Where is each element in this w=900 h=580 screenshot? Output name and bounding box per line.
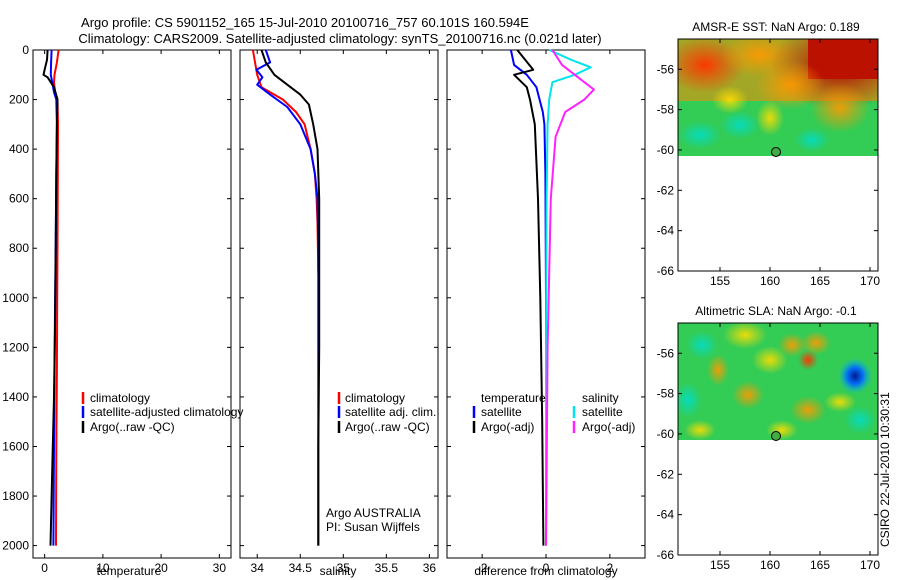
x-tick-label: 160	[760, 558, 780, 572]
argo-position-marker	[771, 146, 781, 157]
y-tick-label: -56	[657, 346, 675, 360]
legend-label-satellite-adjusted: satellite-adjusted climatology	[90, 405, 243, 419]
salinity-legend: climatology satellite adj. clim. Argo(..…	[337, 391, 436, 434]
figure-title-line2: Climatology: CARS2009. Satellite-adjuste…	[78, 31, 601, 46]
salinity-series	[251, 49, 321, 546]
legend-label-satellite-adj: satellite adj. clim.	[345, 405, 436, 419]
x-tick-label: 170	[860, 558, 880, 572]
x-tick-label: 10	[96, 561, 110, 575]
x-tick-label: 0	[543, 561, 550, 575]
sla-map-title: Altimetric SLA: NaN Argo: -0.1	[695, 304, 857, 318]
timestamp-stamp: CSIRO 22-Jul-2010 10:30:31	[878, 392, 892, 547]
x-tick-label: 165	[810, 558, 830, 572]
y-tick-label: 1000	[2, 291, 29, 305]
legend-label-climatology: climatology	[345, 391, 405, 405]
y-tick-label: 1200	[2, 340, 29, 354]
legend-label-argo: Argo(..raw -QC)	[345, 420, 430, 434]
x-tick-label: 155	[710, 274, 730, 288]
x-tick-label: 165	[810, 274, 830, 288]
y-tick-label: -64	[657, 224, 675, 238]
series-line-temperature-argo-adj-	[513, 49, 545, 546]
sla-heatmap	[678, 323, 878, 440]
y-tick-label: 1600	[2, 439, 29, 453]
legend-title-temperature: temperature	[481, 391, 546, 405]
y-tick-label: -60	[657, 143, 675, 157]
x-tick-label: 160	[760, 274, 780, 288]
difference-ticks: -2 0 2	[447, 49, 645, 575]
legend-label-argo: Argo(..raw -QC)	[90, 420, 175, 434]
sst-map-axes	[677, 38, 879, 272]
salinity-annotation-line1: Argo AUSTRALIA	[326, 506, 421, 520]
x-tick-label: 170	[860, 274, 880, 288]
x-tick-label: 34.5	[289, 561, 313, 575]
y-tick-label: 200	[9, 93, 29, 107]
legend-label-sal-satellite: satellite	[582, 405, 623, 419]
salinity-xlabel: salinity	[320, 564, 357, 578]
legend-label-temp-argo: Argo(-adj)	[481, 420, 534, 434]
y-tick-label: 2000	[2, 539, 29, 553]
temperature-series	[42, 49, 60, 546]
y-tick-label: -64	[657, 508, 675, 522]
y-tick-label: 1800	[2, 489, 29, 503]
y-tick-label: -66	[657, 264, 675, 278]
x-tick-label: 155	[710, 558, 730, 572]
argo-position-marker	[771, 430, 781, 441]
sst-map-ticks: 155 160 165 170 -56 -58 -60 -62 -64 -66	[657, 39, 880, 288]
sst-heatmap	[678, 39, 878, 156]
series-line-climatology	[53, 49, 60, 546]
figure-title-line1: Argo profile: CS 5901152_165 15-Jul-2010…	[81, 15, 529, 30]
temperature-legend: climatology satellite-adjusted climatolo…	[81, 391, 243, 434]
series-line-salinity-satellite	[545, 49, 592, 546]
temperature-xlabel: temperature	[97, 564, 162, 578]
x-tick-label: 35.5	[375, 561, 399, 575]
difference-xlabel: difference from climatology	[474, 564, 617, 578]
salinity-annotation-line2: PI: Susan Wijffels	[326, 520, 420, 534]
x-tick-label: 20	[154, 561, 168, 575]
legend-title-salinity: salinity	[582, 391, 619, 405]
y-tick-label: 400	[9, 142, 29, 156]
legend-label-temp-satellite: satellite	[481, 405, 522, 419]
series-line-argo-raw-qc-	[260, 49, 321, 546]
x-tick-label: 34	[251, 561, 265, 575]
y-tick-label: -62	[657, 183, 675, 197]
difference-series	[509, 49, 595, 546]
y-tick-label: -62	[657, 467, 675, 481]
y-tick-label: 0	[22, 43, 29, 57]
y-tick-label: -58	[657, 387, 675, 401]
y-tick-label: -66	[657, 548, 675, 562]
sst-map-title: AMSR-E SST: NaN Argo: 0.189	[692, 20, 860, 34]
salinity-axes	[239, 49, 439, 559]
y-tick-label: -58	[657, 103, 675, 117]
y-tick-label: 800	[9, 241, 29, 255]
salinity-ticks: 34 34.5 35 35.5 36	[240, 49, 438, 575]
y-tick-label: 600	[9, 192, 29, 206]
x-tick-label: 35	[337, 561, 351, 575]
sla-map-axes	[677, 322, 879, 556]
series-line-argo-raw-qc-	[42, 49, 59, 546]
y-tick-label: -56	[657, 62, 675, 76]
y-tick-label: -60	[657, 427, 675, 441]
difference-legend: temperature satellite Argo(-adj) salinit…	[472, 391, 635, 434]
sla-map-ticks: 155 160 165 170 -56 -58 -60 -62 -64 -66	[657, 323, 880, 572]
x-tick-label: 0	[41, 561, 48, 575]
y-tick-label: 1400	[2, 390, 29, 404]
series-line-salinity-argo-adj-	[545, 49, 595, 546]
x-tick-label: -2	[477, 561, 488, 575]
x-tick-label: 2	[607, 561, 614, 575]
series-line-satellite-adj-clim-	[255, 49, 320, 546]
x-tick-label: 36	[423, 561, 437, 575]
legend-label-sal-argo: Argo(-adj)	[582, 420, 635, 434]
x-tick-label: 30	[213, 561, 227, 575]
legend-label-climatology: climatology	[90, 391, 150, 405]
temperature-ticks: 0 10 20 30 0 200 400 600 800 1000 1200 1400 1600 1800…	[2, 43, 231, 575]
temperature-axes	[32, 49, 232, 559]
